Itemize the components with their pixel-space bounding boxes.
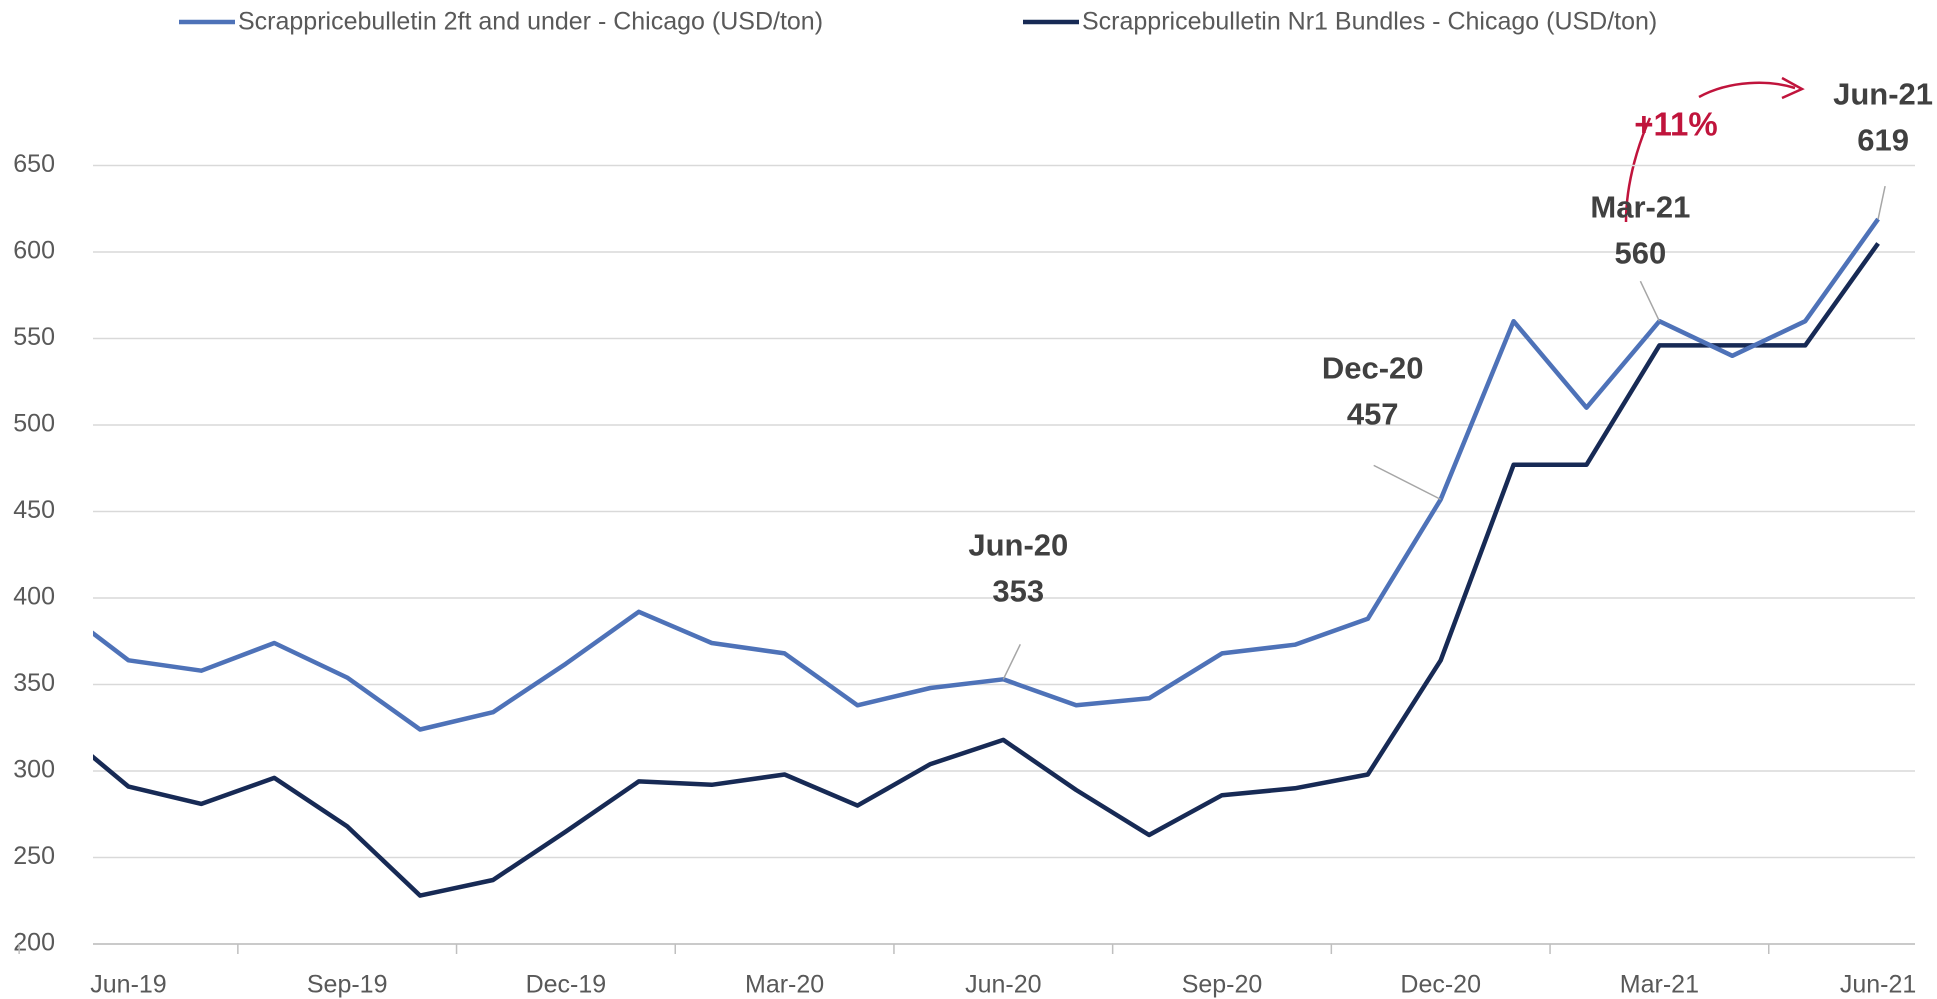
x-tick-label: Jun-21 — [1840, 971, 1916, 999]
annotation-value: 353 — [992, 573, 1044, 608]
annotation-leader — [1639, 280, 1661, 322]
annotation-value: 560 — [1615, 235, 1667, 270]
series-line — [93, 217, 1880, 732]
y-tick-label: 300 — [13, 756, 55, 784]
x-tick-label: Jun-20 — [965, 971, 1041, 999]
x-tick-label: Sep-20 — [1182, 971, 1263, 999]
y-tick-label: 450 — [13, 496, 55, 524]
x-tick-label: Mar-21 — [1620, 971, 1699, 999]
x-tick-label: Mar-20 — [745, 971, 824, 999]
y-tick-label: 550 — [13, 323, 55, 351]
annotation-value: 619 — [1857, 122, 1909, 157]
change-arrow-left — [1624, 117, 1652, 223]
change-arrow-right — [1698, 81, 1796, 99]
annotation-date: Mar-21 — [1590, 189, 1690, 224]
annotation-leader — [1877, 185, 1886, 220]
annotation-date: Jun-20 — [968, 527, 1068, 562]
x-tick-label: Jun-19 — [90, 971, 166, 999]
x-tick-label: Dec-19 — [526, 971, 607, 999]
y-tick-label: 650 — [13, 150, 55, 178]
y-tick-label: 250 — [13, 842, 55, 870]
x-tick-label: Sep-19 — [307, 971, 388, 999]
y-tick-label: 350 — [13, 669, 55, 697]
arrow-head — [1781, 76, 1805, 100]
y-tick-label: 400 — [13, 583, 55, 611]
y-tick-label: 200 — [13, 929, 55, 957]
annotation-date: Dec-20 — [1322, 351, 1424, 386]
series-line — [93, 242, 1880, 898]
y-tick-label: 600 — [13, 237, 55, 265]
legend-label: Scrappricebulletin 2ft and under - Chica… — [238, 8, 823, 36]
annotation-leader — [1373, 464, 1442, 501]
annotation-date: Jun-21 — [1833, 76, 1933, 111]
legend-label: Scrappricebulletin Nr1 Bundles - Chicago… — [1082, 8, 1657, 36]
annotation-leader — [1002, 643, 1021, 680]
annotation-value: 457 — [1347, 397, 1399, 432]
x-tick-label: Dec-20 — [1400, 971, 1481, 999]
y-tick-label: 500 — [13, 410, 55, 438]
